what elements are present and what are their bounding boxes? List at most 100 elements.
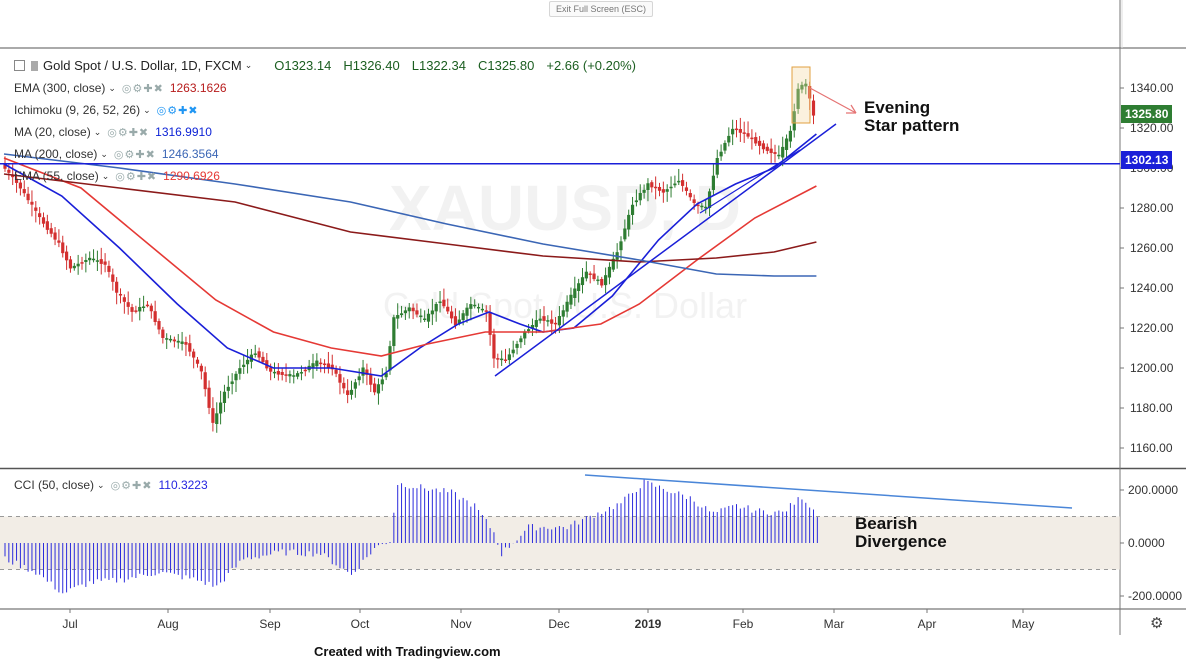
- price-tick-label: 1280.00: [1130, 201, 1174, 215]
- indicator-label[interactable]: MA (200, close): [14, 147, 98, 161]
- candle-body: [592, 273, 596, 280]
- chevron-down-icon[interactable]: ⌄: [100, 148, 108, 159]
- indicator-ichimoku[interactable]: Ichimoku (9, 26, 52, 26) ⌄ ◎⚙✚✖: [14, 103, 199, 117]
- gear-icon[interactable]: ⚙: [1150, 615, 1164, 632]
- candle-body: [657, 186, 662, 191]
- candle-body: [546, 320, 550, 322]
- indicator-ma200[interactable]: MA (200, close) ⌄ ◎⚙✚✖ 1246.3564: [14, 147, 219, 161]
- candle-body: [346, 390, 350, 395]
- chevron-down-icon[interactable]: ⌄: [101, 170, 110, 181]
- candle-body: [630, 204, 635, 215]
- chevron-down-icon[interactable]: ⌄: [108, 82, 116, 93]
- candle-body: [49, 228, 53, 234]
- candle-body: [199, 365, 203, 372]
- candle-body: [53, 232, 57, 240]
- indicator-label[interactable]: Ichimoku (9, 26, 52, 26): [14, 103, 141, 117]
- indicator-controls-icon[interactable]: ◎⚙✚✖: [110, 479, 153, 492]
- indicator-ema55[interactable]: EMA (55, close) ⌄ ◎⚙✚✖ 1290.6926: [14, 169, 220, 183]
- time-tick-label: Nov: [450, 617, 471, 631]
- candle-body: [195, 359, 200, 364]
- candle-body: [188, 343, 192, 352]
- symbol-title[interactable]: Gold Spot / U.S. Dollar, 1D, FXCM: [43, 58, 242, 73]
- chevron-down-icon[interactable]: ⌄: [97, 479, 105, 490]
- candle-body: [165, 338, 169, 340]
- time-tick-label: 2019: [635, 617, 662, 631]
- time-tick-label: Oct: [351, 617, 370, 631]
- bearish-divergence-annotation: Bearish Divergence: [855, 515, 947, 551]
- candle-body: [361, 367, 365, 376]
- candle-body: [650, 182, 654, 188]
- time-tick-label: Aug: [157, 617, 178, 631]
- candle-body: [253, 353, 257, 355]
- candle-body: [153, 311, 157, 322]
- indicator-value: 1290.6926: [163, 169, 220, 183]
- ohlc-close: C1325.80: [477, 58, 535, 73]
- candle-body: [392, 317, 396, 347]
- candle-body: [519, 338, 523, 343]
- candle-body: [95, 260, 99, 262]
- indicator-controls-icon[interactable]: ◎⚙✚✖: [107, 126, 150, 139]
- candle-body: [353, 382, 357, 389]
- indicator-label[interactable]: EMA (55, close): [14, 169, 99, 183]
- candle-body: [704, 206, 708, 209]
- candle-body: [326, 363, 330, 368]
- candle-body: [22, 189, 26, 194]
- trendline-inner: [699, 149, 801, 214]
- series-line-2: [3, 173, 817, 263]
- candle-body: [542, 316, 546, 321]
- candle-body: [284, 374, 288, 376]
- candle-body: [584, 271, 588, 279]
- indicator-controls-icon[interactable]: ◎⚙✚✖: [121, 82, 164, 95]
- exit-full-screen-button[interactable]: Exit Full Screen (ESC): [549, 1, 653, 17]
- indicator-label[interactable]: EMA (300, close): [14, 81, 106, 95]
- chevron-down-icon[interactable]: ⌄: [143, 104, 151, 115]
- candle-body: [280, 372, 284, 375]
- candle-body: [530, 324, 535, 329]
- collapse-icon[interactable]: [14, 60, 25, 71]
- candle-body: [565, 301, 569, 312]
- candle-body: [192, 351, 196, 358]
- indicator-label[interactable]: MA (20, close): [14, 125, 91, 139]
- candle-body: [26, 193, 30, 201]
- price-tick-label: 1180.00: [1130, 401, 1173, 415]
- candle-body: [673, 183, 677, 186]
- candle-body: [138, 306, 142, 312]
- candle-body: [727, 135, 731, 143]
- candle-body: [538, 318, 542, 321]
- candle-body: [777, 154, 781, 157]
- indicator-controls-icon[interactable]: ◎⚙✚✖: [113, 148, 156, 161]
- evening-star-annotation: Evening Star pattern: [864, 99, 959, 135]
- candle-body: [88, 257, 92, 261]
- candle-body: [222, 391, 227, 404]
- candle-body: [534, 320, 538, 327]
- candle-body: [669, 186, 673, 189]
- indicator-ema300[interactable]: EMA (300, close) ⌄ ◎⚙✚✖ 1263.1626: [14, 81, 227, 95]
- candle-body: [80, 262, 84, 264]
- candle-body: [758, 140, 762, 146]
- candle-body: [365, 369, 369, 375]
- cci-band: [0, 516, 1120, 570]
- candle-body: [142, 306, 146, 308]
- candle-body: [426, 313, 431, 322]
- candle-body: [627, 214, 631, 230]
- cci-histogram: [4, 479, 818, 594]
- indicator-ma20[interactable]: MA (20, close) ⌄ ◎⚙✚✖ 1316.9910: [14, 125, 212, 139]
- indicator-label[interactable]: CCI (50, close): [14, 478, 95, 492]
- candle-body: [765, 146, 769, 151]
- indicator-controls-icon[interactable]: ◎⚙✚✖: [115, 170, 158, 183]
- candle-body: [176, 340, 180, 343]
- candle-body: [288, 374, 292, 377]
- indicator-cci[interactable]: CCI (50, close) ⌄ ◎⚙✚✖ 110.3223: [14, 478, 208, 492]
- chevron-down-icon[interactable]: ⌄: [93, 126, 102, 137]
- indicator-controls-icon[interactable]: ◎⚙✚✖: [156, 104, 199, 117]
- candle-body: [553, 322, 558, 325]
- candle-body: [68, 259, 73, 269]
- symbol-header[interactable]: Gold Spot / U.S. Dollar, 1D, FXCM ⌄ O132…: [14, 58, 636, 73]
- chevron-down-icon[interactable]: ⌄: [244, 60, 253, 70]
- candle-body: [14, 178, 19, 183]
- candle-body: [731, 128, 735, 135]
- candle-body: [527, 329, 531, 332]
- candle-body: [384, 373, 388, 378]
- candle-body: [573, 288, 577, 298]
